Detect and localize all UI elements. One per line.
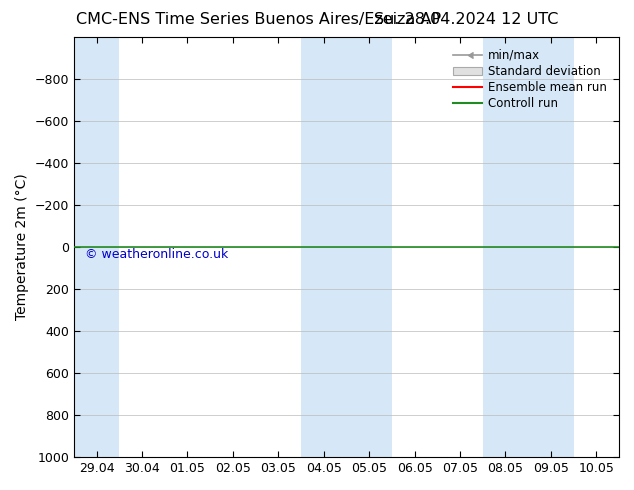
Bar (301, 37, 392, 457)
Bar (74, 37, 119, 457)
Bar (482, 37, 574, 457)
Text: Su. 28.04.2024 12 UTC: Su. 28.04.2024 12 UTC (373, 12, 558, 27)
Text: CMC-ENS Time Series Buenos Aires/Ezeiza AP: CMC-ENS Time Series Buenos Aires/Ezeiza … (76, 12, 441, 27)
Text: © weatheronline.co.uk: © weatheronline.co.uk (85, 248, 228, 261)
Y-axis label: Temperature 2m (°C): Temperature 2m (°C) (15, 174, 29, 320)
Legend: min/max, Standard deviation, Ensemble mean run, Controll run: min/max, Standard deviation, Ensemble me… (447, 43, 613, 116)
